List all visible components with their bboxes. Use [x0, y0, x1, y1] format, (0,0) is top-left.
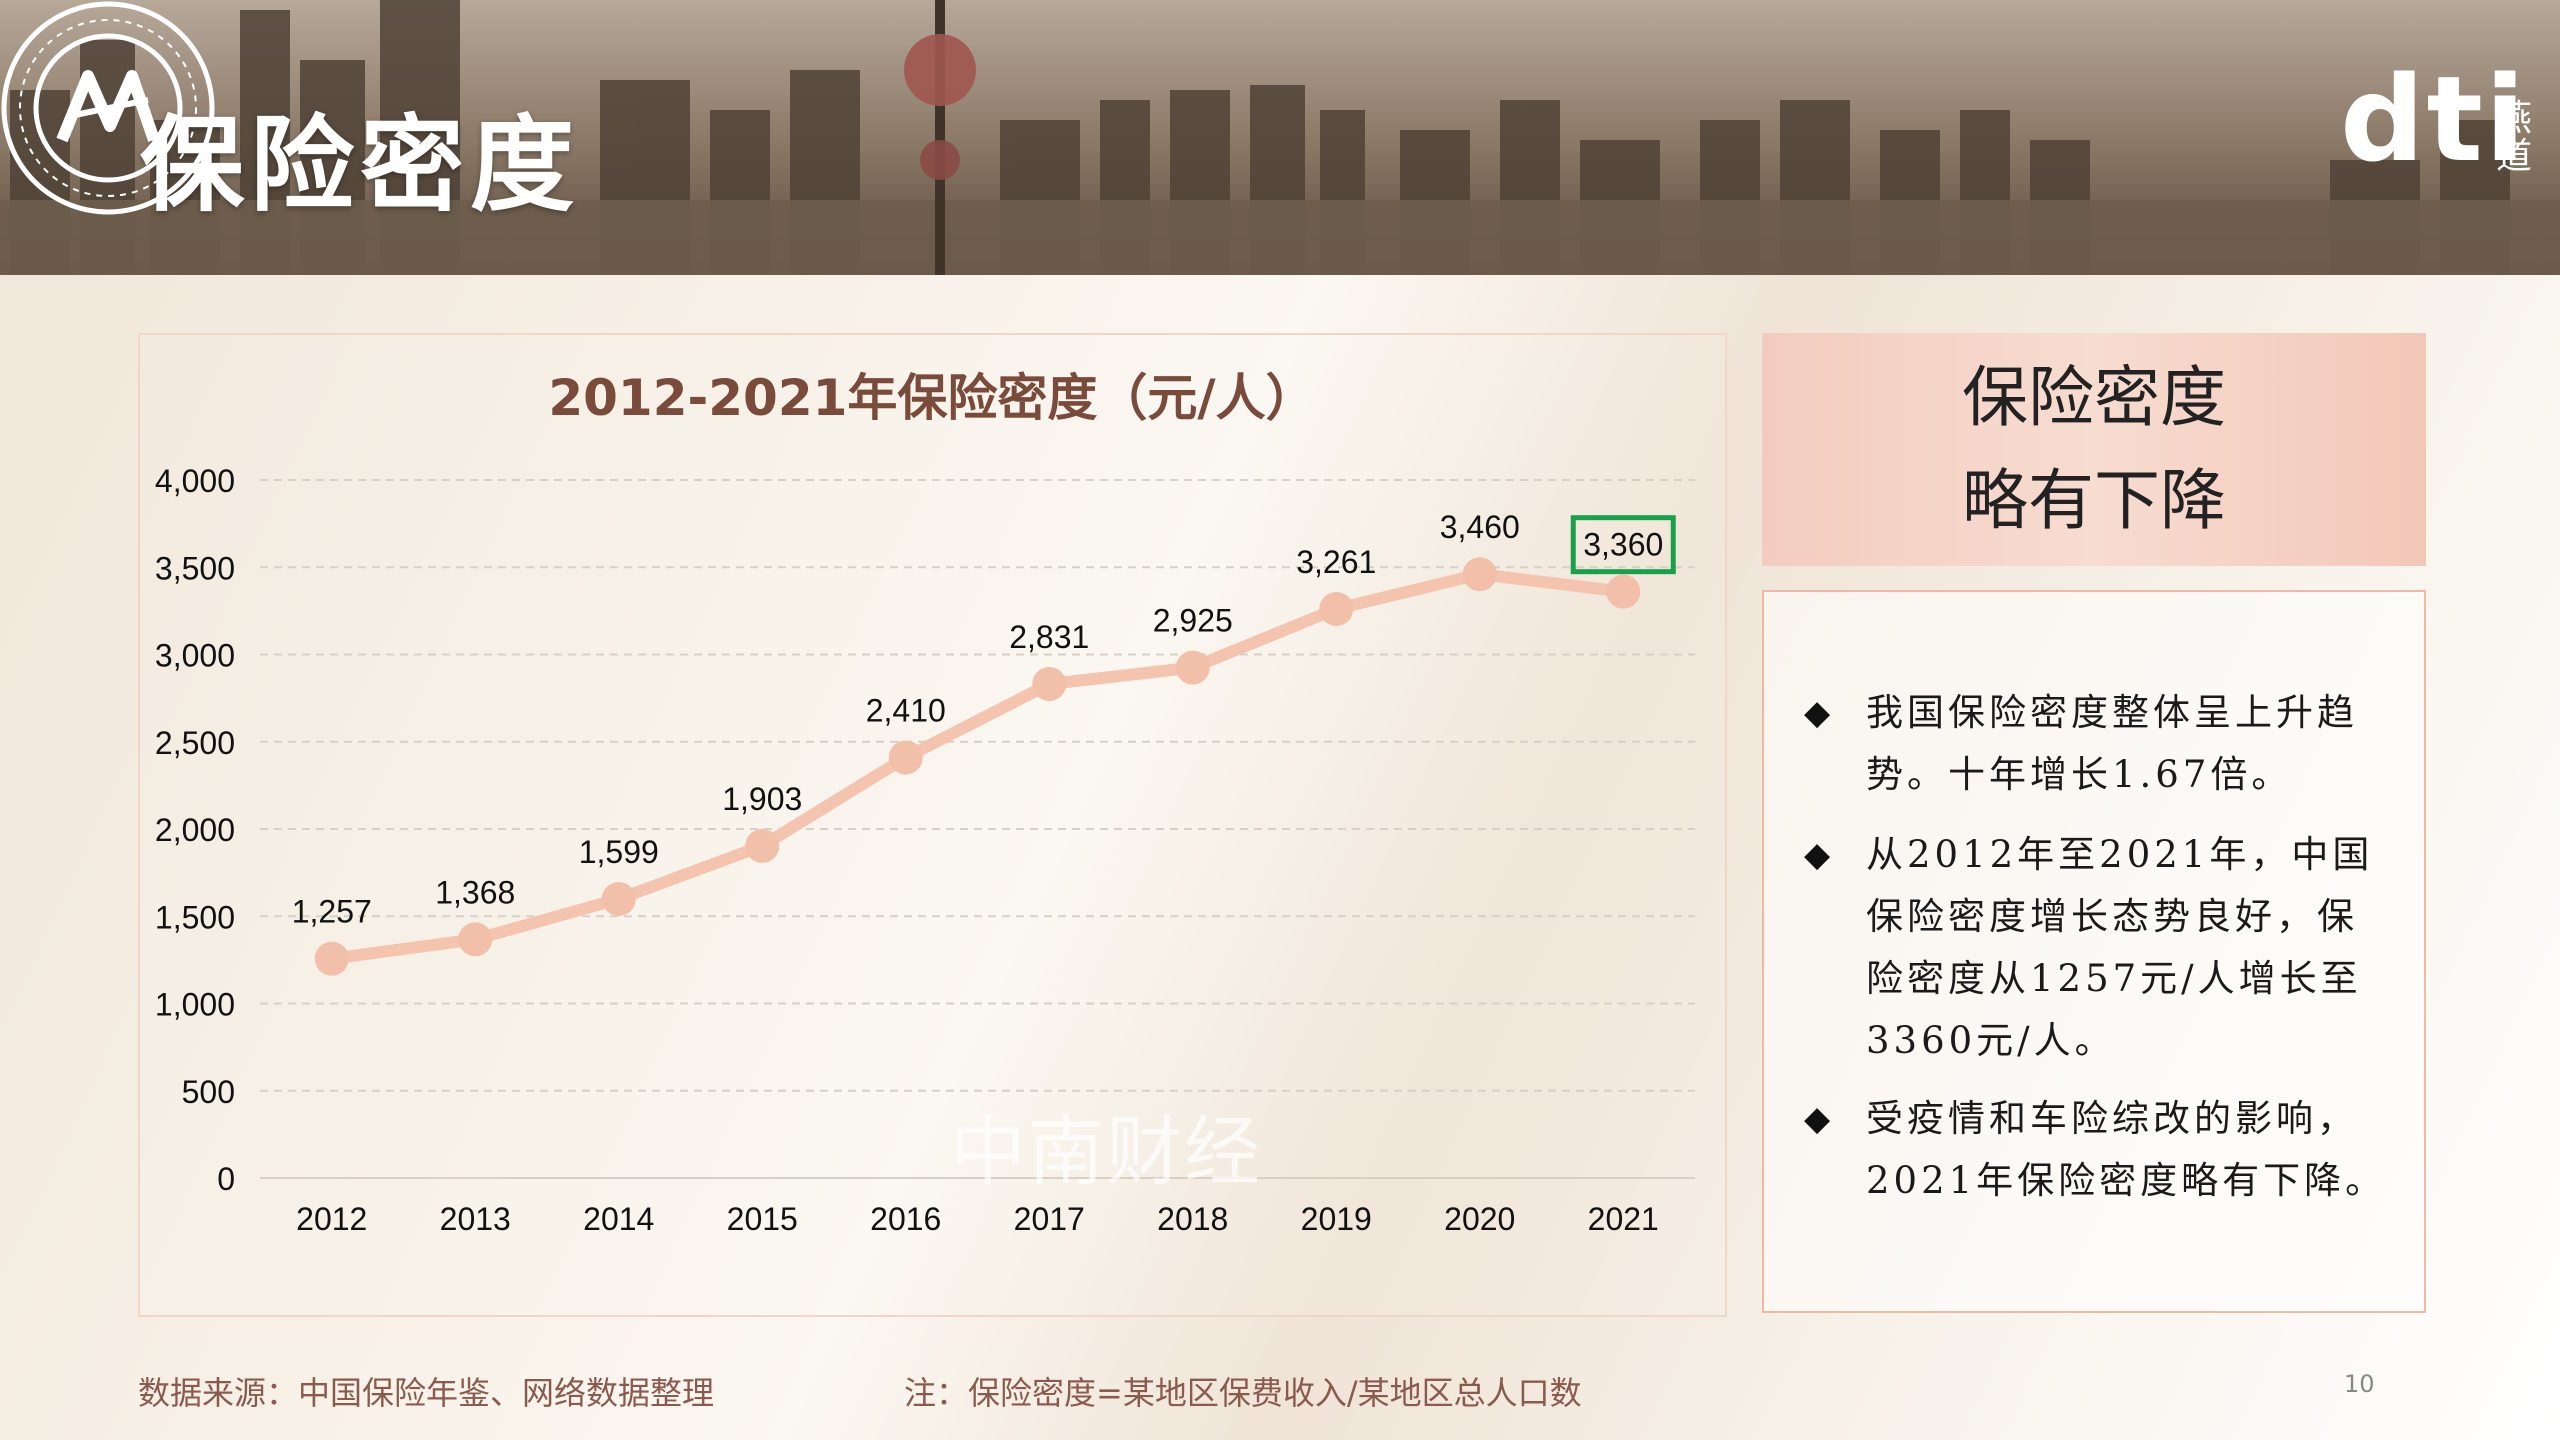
x-tick-label: 2021 [1588, 1201, 1659, 1237]
note-item: ◆ 受疫情和车险综改的影响，2021年保险密度略有下降。 [1804, 1088, 2394, 1212]
city-skyline-image [0, 0, 2560, 275]
line-chart: 2012-2021年保险密度（元/人） 0 500 1,000 1,500 2,000 2… [155, 369, 1695, 1237]
headline-line-2: 略有下降 [1962, 461, 2226, 539]
data-point [314, 941, 349, 976]
x-tick-label: 2013 [440, 1201, 511, 1237]
watermark-text: 中南财经 [950, 1107, 1262, 1196]
y-tick-label: 1,500 [155, 899, 235, 935]
headline-line-1: 保险密度 [1962, 359, 2226, 437]
data-label: 1,368 [435, 874, 515, 910]
data-point [1462, 557, 1497, 592]
y-tick-label: 2,000 [155, 812, 235, 848]
x-tick-label: 2018 [1157, 1201, 1228, 1237]
chart-panel: 2012-2021年保险密度（元/人） 0 500 1,000 1,500 2,000 2… [138, 333, 1727, 1317]
data-label: 1,903 [722, 781, 802, 817]
note-text: 受疫情和车险综改的影响，2021年保险密度略有下降。 [1866, 1097, 2387, 1202]
y-tick-label: 3,000 [155, 638, 235, 674]
diamond-bullet-icon: ◆ [1804, 693, 1831, 733]
diamond-bullet-icon: ◆ [1804, 1099, 1831, 1139]
page-number: 10 [2344, 1370, 2375, 1398]
chart-title: 2012-2021年保险密度（元/人） [548, 369, 1315, 427]
data-label: 3,261 [1296, 544, 1376, 580]
headline-box: 保险密度 略有下降 [1762, 333, 2426, 566]
definition-note: 注：保险密度=某地区保费收入/某地区总人口数 [904, 1374, 1582, 1412]
x-tick-label: 2019 [1301, 1201, 1372, 1237]
x-tick-label: 2017 [1014, 1201, 1085, 1237]
y-tick-label: 4,000 [155, 463, 235, 499]
header-banner: 保险密度 dti 燕道 [0, 0, 2560, 275]
data-label: 3,360 [1583, 527, 1663, 563]
note-item: ◆ 我国保险密度整体呈上升趋势。十年增长1.67倍。 [1804, 682, 2394, 806]
y-tick-label: 2,500 [155, 725, 235, 761]
note-item: ◆ 从2012年至2021年，中国保险密度增长态势良好，保险密度从1257元/人… [1804, 824, 2394, 1072]
data-label: 2,410 [866, 692, 946, 728]
data-label: 2,925 [1153, 603, 1233, 639]
data-point [1175, 650, 1210, 685]
x-tick-label: 2016 [870, 1201, 941, 1237]
y-tick-label: 500 [182, 1074, 235, 1110]
data-point [1606, 574, 1641, 609]
highlight-box [1570, 515, 1676, 575]
x-tick-label: 2015 [727, 1201, 798, 1237]
research-center-seal-icon [1, 1, 215, 215]
notes-box: ◆ 我国保险密度整体呈上升趋势。十年增长1.67倍。 ◆ 从2012年至2021… [1762, 590, 2426, 1313]
x-tick-label: 2012 [296, 1201, 367, 1237]
data-label: 1,599 [579, 834, 659, 870]
data-point [601, 881, 636, 916]
y-tick-label: 1,000 [155, 987, 235, 1023]
series-line [325, 568, 1630, 965]
x-tick-label: 2020 [1444, 1201, 1515, 1237]
x-tick-label: 2014 [583, 1201, 654, 1237]
data-point [888, 740, 923, 775]
data-point [458, 922, 493, 957]
diamond-bullet-icon: ◆ [1804, 835, 1831, 875]
data-label: 2,831 [1009, 619, 1089, 655]
note-text: 从2012年至2021年，中国保险密度增长态势良好，保险密度从1257元/人增长… [1866, 833, 2374, 1062]
data-point [1319, 591, 1354, 626]
data-source-note: 数据来源：中国保险年鉴、网络数据整理 [138, 1374, 715, 1412]
y-tick-label: 0 [217, 1161, 235, 1197]
brand-logo-text: dti [2340, 50, 2528, 188]
data-label: 3,460 [1440, 509, 1520, 545]
brand-chinese-name: 燕道 [2496, 98, 2533, 177]
data-label: 1,257 [292, 894, 372, 930]
data-point [745, 828, 780, 863]
data-point [1032, 666, 1067, 701]
note-text: 我国保险密度整体呈上升趋势。十年增长1.67倍。 [1866, 691, 2358, 796]
y-tick-label: 3,500 [155, 550, 235, 586]
